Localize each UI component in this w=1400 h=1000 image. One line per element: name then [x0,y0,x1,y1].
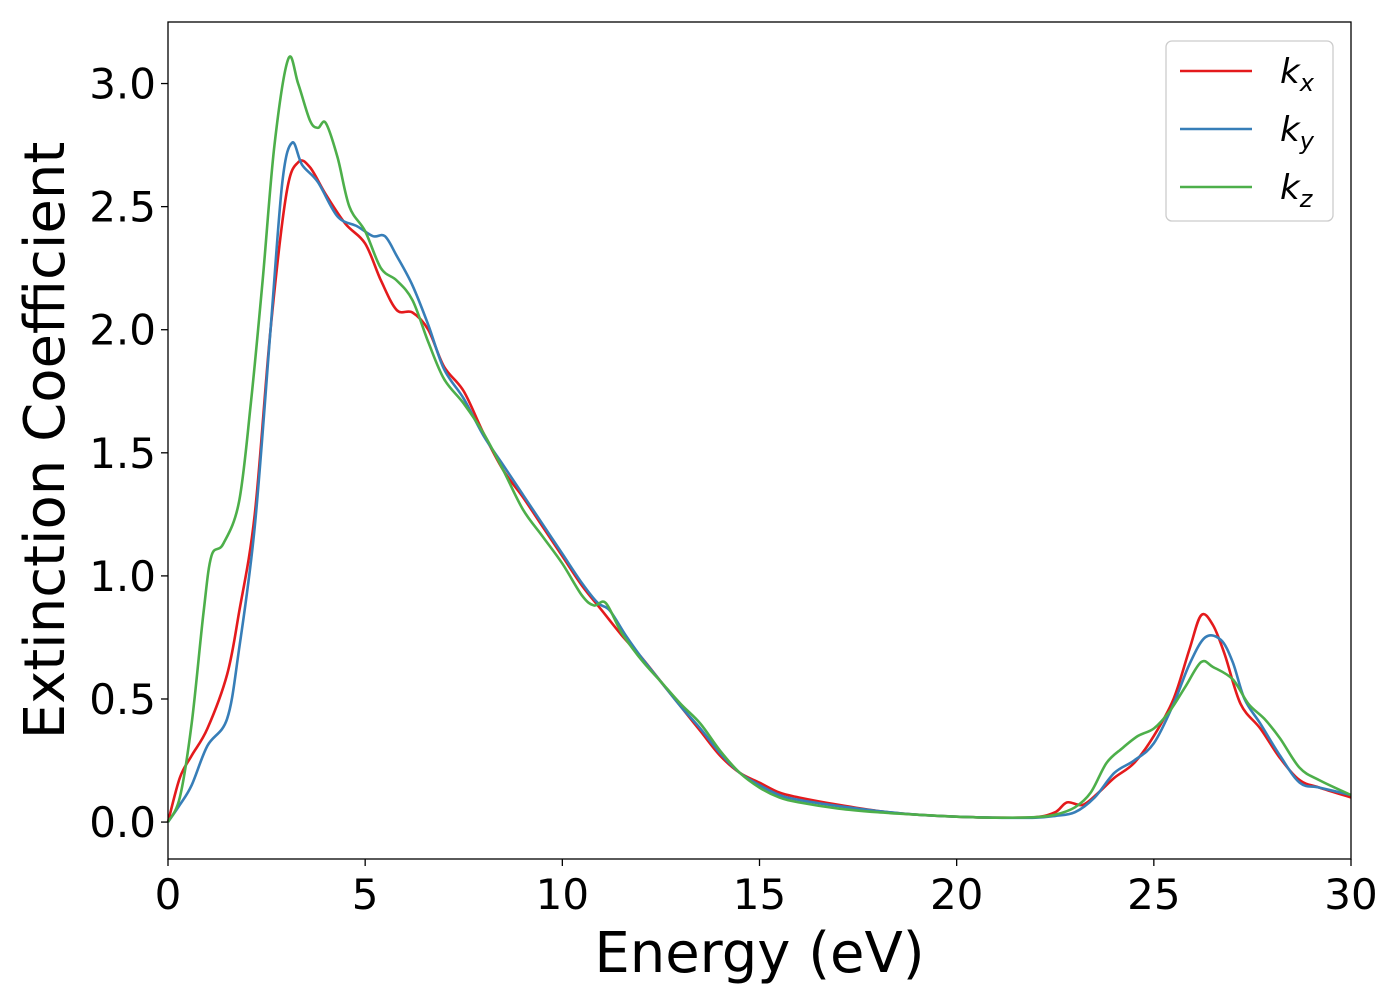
x-axis-ticks: 0 5 10 15 20 25 30 [155,859,1378,919]
legend-label-kz: kz [1280,168,1314,213]
series-layer [166,55,1352,823]
y-axis-label: Extinction Coefficient [13,142,78,740]
legend-label-subscript: z [1299,185,1314,213]
legend-label-subscript: y [1299,127,1315,155]
x-tick-label: 20 [930,870,983,919]
y-tick-label: 1.5 [89,429,156,478]
x-tick-label: 30 [1324,870,1377,919]
legend-label-subscript: x [1299,69,1315,97]
series-line-kz [166,55,1352,823]
series-line-kx [166,159,1352,823]
x-tick-label: 25 [1127,870,1180,919]
legend-label-ky: ky [1280,110,1315,155]
x-tick-label: 15 [733,870,786,919]
y-tick-label: 3.0 [89,60,156,109]
y-tick-label: 0.5 [89,675,156,724]
y-tick-label: 2.5 [89,183,156,232]
legend-label-kx: kx [1280,52,1315,97]
x-tick-label: 10 [536,870,589,919]
legend-label-main: k [1280,110,1301,150]
x-tick-label: 5 [352,870,379,919]
y-tick-label: 1.0 [89,552,156,601]
legend-box [1165,40,1334,222]
legend-label-main: k [1280,52,1301,92]
x-axis-label: Energy (eV) [594,921,924,986]
y-tick-label: 2.0 [89,306,156,355]
y-tick-label: 0.0 [89,798,156,847]
series-line-ky [166,141,1352,823]
x-tick-label: 0 [155,870,182,919]
legend-label-main: k [1280,168,1301,208]
y-axis-ticks: 0.0 0.5 1.0 1.5 2.0 2.5 3.0 [89,60,168,847]
